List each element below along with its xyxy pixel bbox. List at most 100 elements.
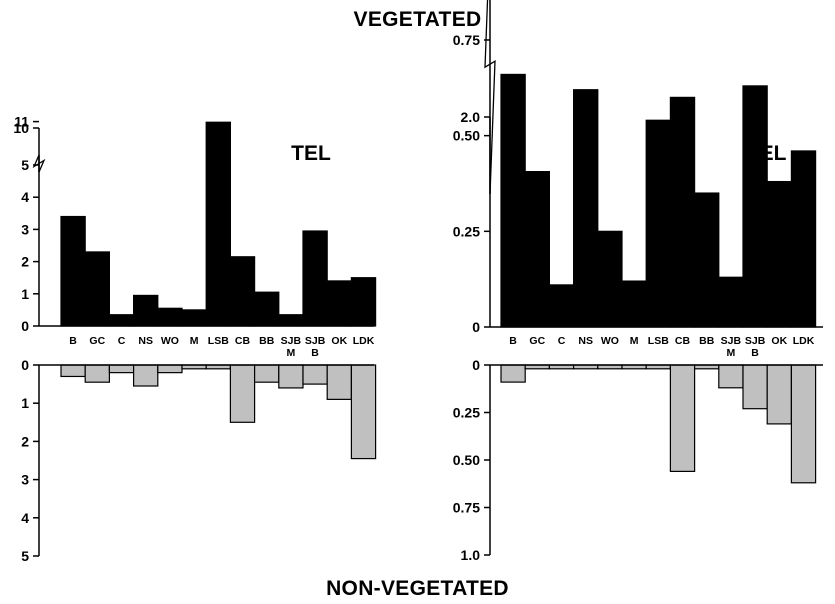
category-label: B <box>509 335 517 347</box>
category-label: LDK <box>353 335 375 347</box>
category-label: LDK <box>793 335 815 347</box>
axis-break-marker <box>484 0 496 195</box>
category-label: SJB <box>281 335 302 347</box>
bar-top <box>718 276 744 328</box>
bar-bottom <box>326 364 353 400</box>
panel-label: TEL <box>291 142 331 165</box>
category-label: B <box>311 347 319 359</box>
bar-bottom <box>350 364 377 460</box>
bar-bottom <box>766 364 793 425</box>
category-label: C <box>118 335 126 347</box>
bar-top <box>84 251 110 327</box>
bar-top <box>742 85 768 328</box>
bar-bottom <box>669 364 696 473</box>
category-label: B <box>69 335 77 347</box>
bar-top <box>157 307 183 327</box>
bar-top <box>181 309 207 327</box>
y-tick-label-bottom: 0.75 <box>453 500 480 516</box>
bar-top <box>500 73 526 328</box>
y-tick-label-top: 2.0 <box>461 109 481 125</box>
category-label: GC <box>89 335 105 347</box>
y-tick-label-bottom: 0 <box>472 357 480 373</box>
bar-top <box>645 119 672 328</box>
category-label: NS <box>578 335 593 347</box>
category-label: B <box>751 347 759 359</box>
bar-top <box>621 280 647 328</box>
y-tick-label-bottom: 4 <box>21 510 29 526</box>
figure-title-vegetated: VEGETATED <box>353 8 482 31</box>
y-tick-label-bottom: 0 <box>21 357 29 373</box>
y-tick-label-top: 0.25 <box>453 223 480 239</box>
y-tick-label-top: 11 <box>14 114 29 130</box>
y-tick-label-top: 0 <box>21 318 29 334</box>
category-label: BB <box>699 335 715 347</box>
category-label: M <box>190 335 199 347</box>
y-tick-label-bottom: 3 <box>21 472 29 488</box>
bar-top <box>205 121 231 327</box>
category-label: M <box>630 335 639 347</box>
bar-bottom <box>133 364 159 387</box>
category-label: LSB <box>648 335 669 347</box>
bar-top <box>669 96 696 328</box>
y-tick-label-bottom: 1 <box>21 395 29 411</box>
y-tick-label-bottom: 2 <box>21 433 29 449</box>
y-tick-label-top: 10 <box>13 120 29 136</box>
bar-bottom <box>278 364 304 389</box>
bar-top <box>572 89 599 328</box>
bar-top <box>524 171 551 328</box>
bar-top <box>350 277 377 327</box>
category-label: OK <box>331 335 347 347</box>
category-label: M <box>287 347 296 359</box>
bar-top <box>693 192 720 328</box>
y-tick-label-top: 0.50 <box>453 128 480 144</box>
bar-bottom <box>157 364 183 374</box>
bar-top <box>133 294 159 327</box>
chart-panel-pel: 00.250.500.751.02.0BGCCNSWOMLSBCBBBSJBMS… <box>453 0 823 563</box>
y-tick-label-bottom: 0.50 <box>453 452 480 468</box>
figure-title-non-vegetated: NON-VEGETATED <box>326 577 509 600</box>
category-label: GC <box>529 335 545 347</box>
axis-break-marker <box>32 154 46 173</box>
y-tick-label-bottom: 0.25 <box>453 405 480 421</box>
bar-top <box>278 314 304 327</box>
category-label: WO <box>601 335 619 347</box>
bar-top <box>229 256 256 327</box>
category-label: BB <box>259 335 275 347</box>
category-label: NS <box>138 335 153 347</box>
bar-bottom <box>500 364 526 383</box>
y-tick-label-top: 4 <box>21 189 29 205</box>
bar-top <box>766 180 793 328</box>
bar-top <box>60 215 86 327</box>
bar-bottom <box>60 364 86 378</box>
category-label: CB <box>675 335 691 347</box>
bar-bottom <box>229 364 256 423</box>
bar-bottom <box>254 364 280 383</box>
category-label: SJB <box>305 335 326 347</box>
category-label: WO <box>161 335 179 347</box>
category-label: C <box>558 335 566 347</box>
category-label: OK <box>771 335 787 347</box>
bar-bottom <box>742 364 768 410</box>
bar-top <box>108 314 135 327</box>
category-label: LSB <box>208 335 229 347</box>
bar-top <box>326 280 353 327</box>
bar-top <box>254 291 280 327</box>
bar-bottom <box>108 364 135 374</box>
category-label: M <box>727 347 736 359</box>
panel-label: PEL <box>746 142 787 165</box>
bar-top <box>548 284 575 328</box>
y-tick-label-top: 1 <box>21 286 29 302</box>
bar-top <box>597 230 623 328</box>
y-tick-label-top: 3 <box>21 221 29 237</box>
category-label: SJB <box>721 335 742 347</box>
category-label: CB <box>235 335 251 347</box>
y-tick-label-top: 0 <box>472 319 480 335</box>
bar-top <box>790 150 817 328</box>
bar-bottom <box>790 364 817 484</box>
y-tick-label-top: 5 <box>21 157 29 173</box>
y-tick-label-bottom: 5 <box>21 548 29 564</box>
bar-bottom <box>302 364 328 385</box>
y-tick-label-top: 0.75 <box>453 32 480 48</box>
